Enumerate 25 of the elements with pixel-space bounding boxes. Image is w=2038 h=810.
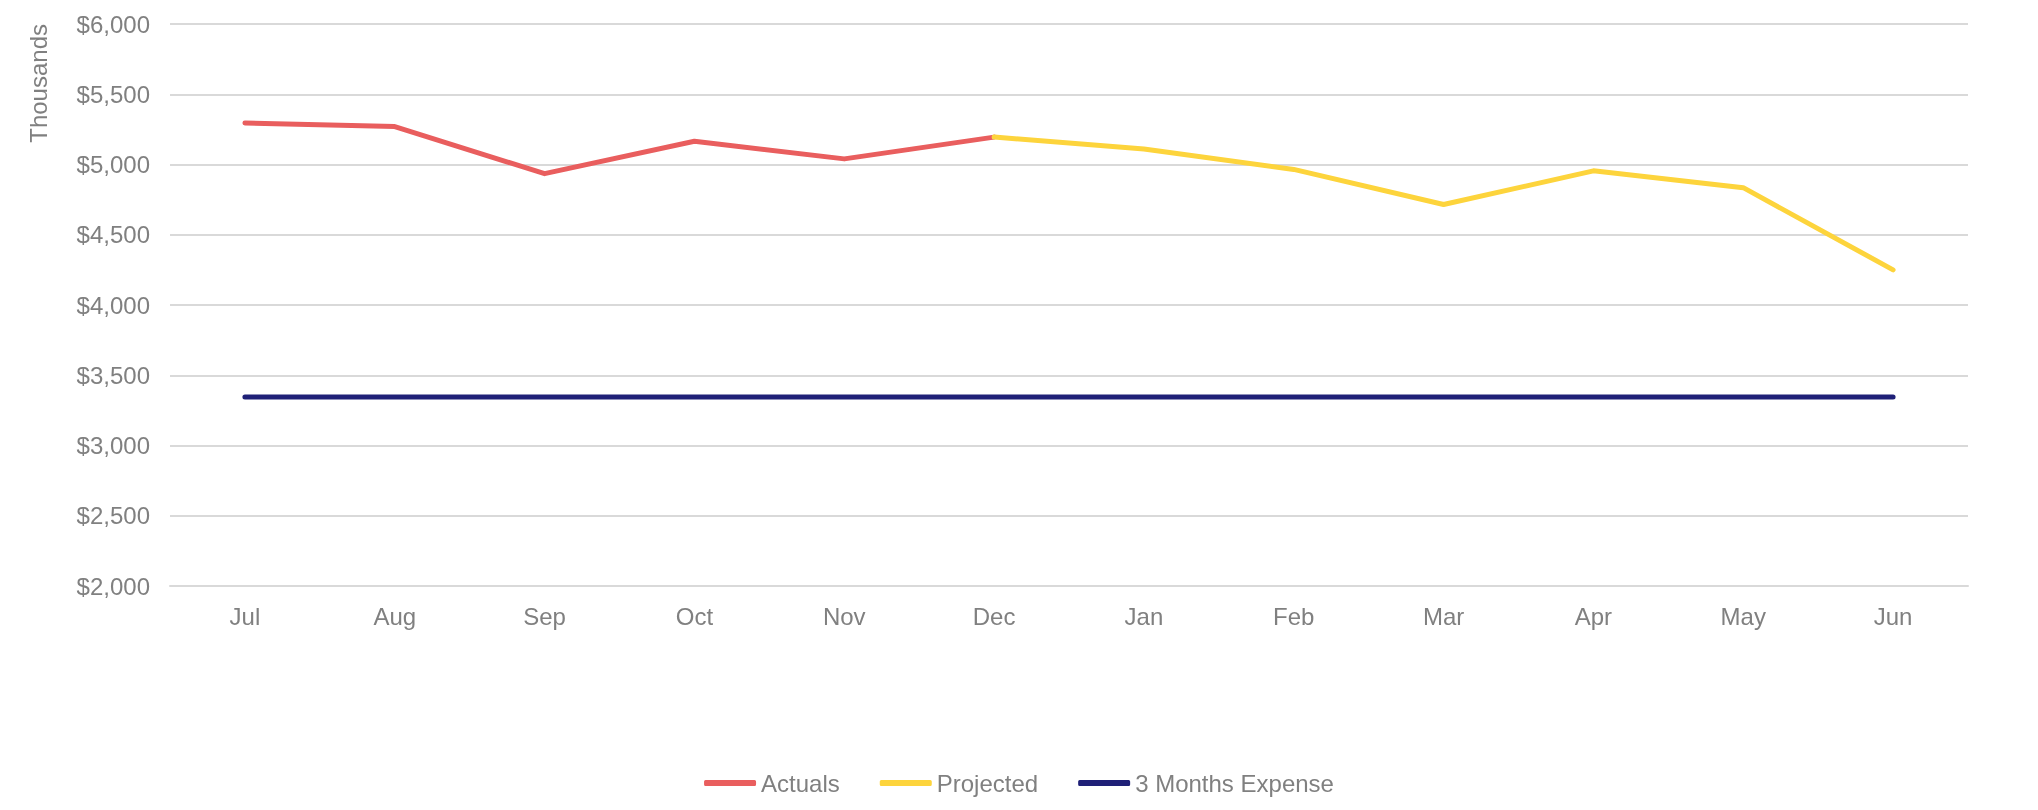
y-tick-label: $4,000 <box>76 291 150 319</box>
legend-label: Actuals <box>761 769 840 797</box>
y-tick-label: $6,000 <box>76 10 150 38</box>
x-tick-label: Feb <box>1273 602 1315 630</box>
x-tick-label: Apr <box>1574 602 1613 630</box>
y-tick-label: $2,500 <box>76 502 150 530</box>
x-tick-label: Jul <box>229 602 261 630</box>
x-tick-label: Jan <box>1124 602 1164 630</box>
legend-label: Projected <box>936 769 1039 797</box>
x-tick-label: Oct <box>675 602 714 630</box>
x-tick-label: Dec <box>972 602 1016 630</box>
x-tick-label: Nov <box>822 602 866 630</box>
legend-label: 3 Months Expense <box>1135 769 1334 797</box>
y-tick-label: $3,500 <box>76 361 150 389</box>
y-axis-title: Thousands <box>24 24 52 143</box>
x-tick-label: Jun <box>1873 602 1913 630</box>
y-tick-label: $4,500 <box>76 221 150 249</box>
x-tick-label: Aug <box>373 602 417 630</box>
x-tick-label: Sep <box>523 602 566 630</box>
y-tick-label: $5,500 <box>76 80 150 108</box>
y-tick-label: $5,000 <box>76 151 150 178</box>
y-tick-label: $2,000 <box>76 572 150 600</box>
x-tick-label: Mar <box>1422 602 1465 630</box>
x-tick-label: May <box>1720 602 1766 630</box>
y-tick-label: $3,000 <box>76 432 150 459</box>
